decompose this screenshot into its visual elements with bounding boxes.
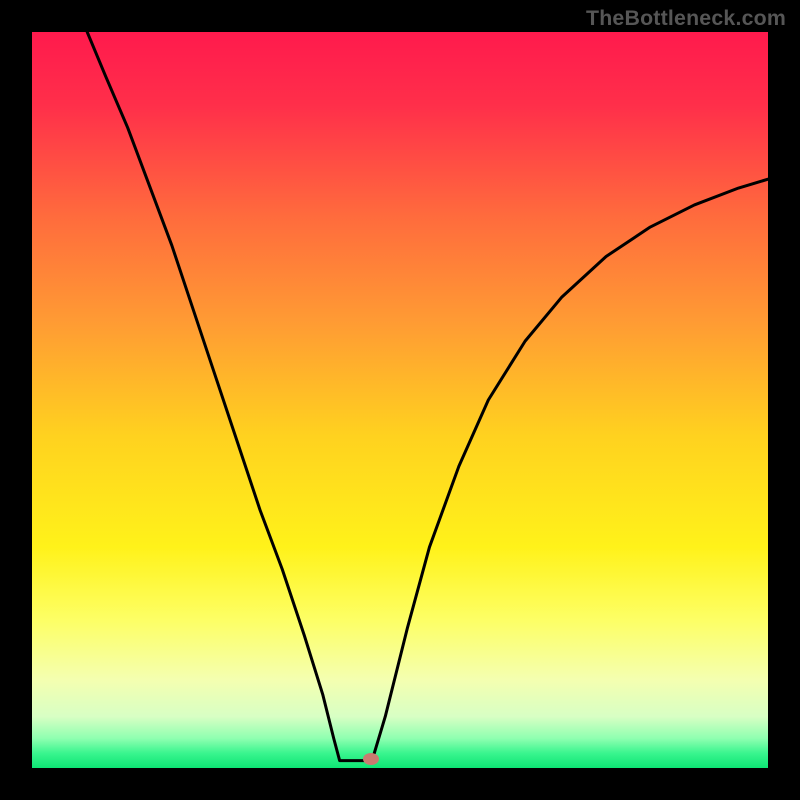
- watermark-text: TheBottleneck.com: [586, 6, 786, 31]
- minimum-marker: [363, 753, 379, 765]
- bottleneck-curve: [32, 32, 768, 768]
- plot-area: [32, 32, 768, 768]
- canvas-root: TheBottleneck.com: [0, 0, 800, 800]
